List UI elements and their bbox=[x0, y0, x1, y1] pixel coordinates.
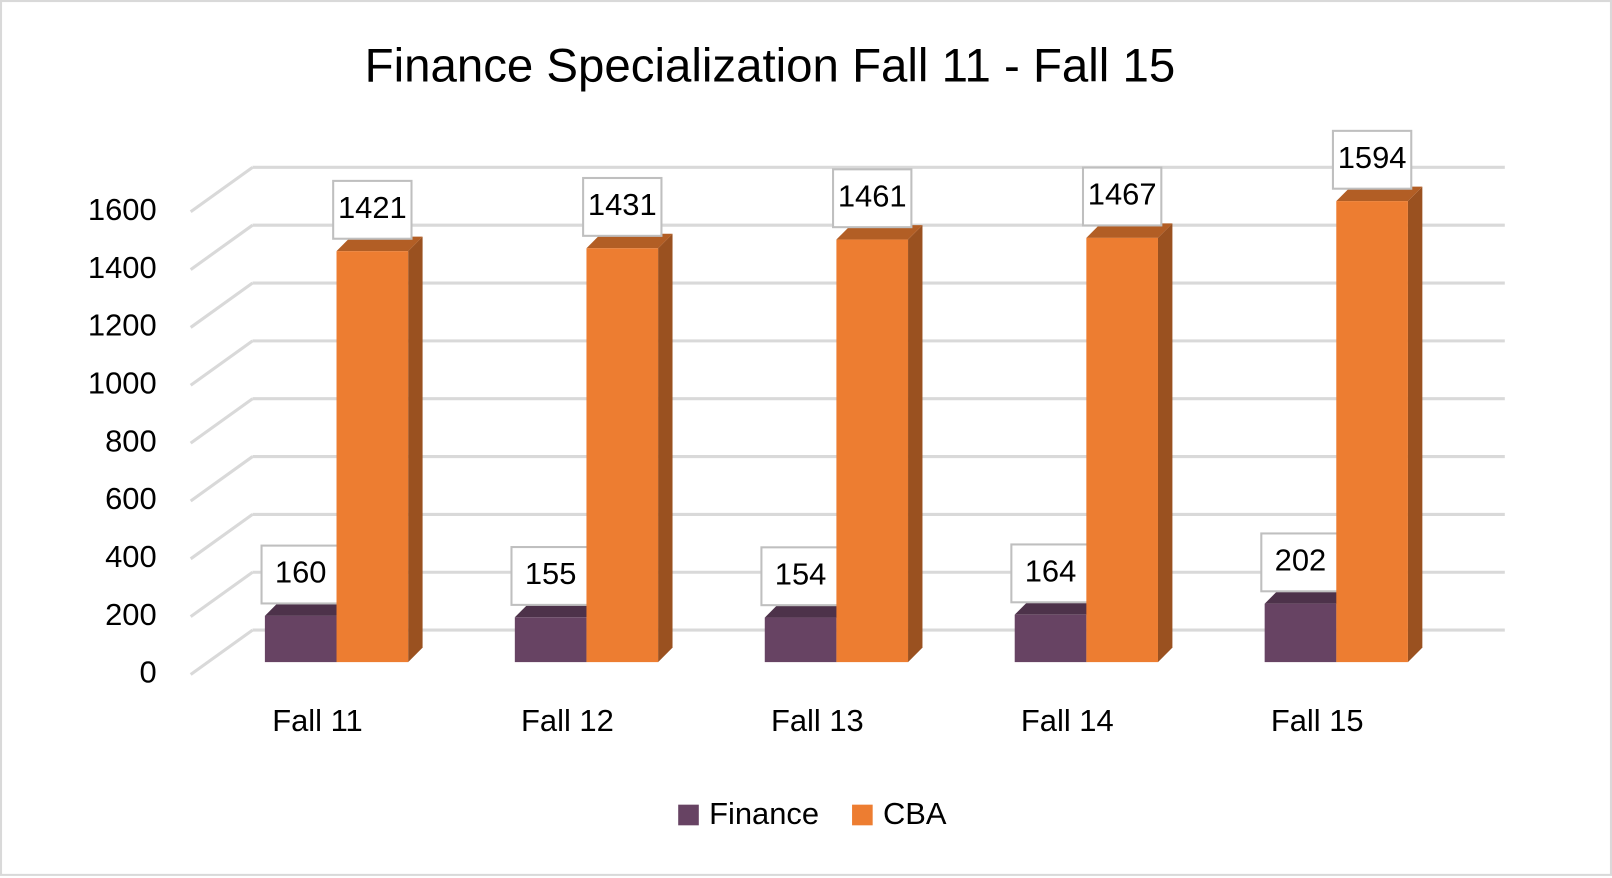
bar-top bbox=[836, 225, 923, 240]
data-label: 160 bbox=[275, 555, 327, 590]
y-tick-label: 800 bbox=[105, 423, 157, 458]
bar bbox=[836, 239, 909, 663]
data-label: 1467 bbox=[1088, 177, 1157, 212]
data-label-box bbox=[1081, 166, 1163, 227]
side-grid-line bbox=[189, 397, 254, 445]
side-grid-line bbox=[189, 455, 254, 503]
bar-side bbox=[658, 233, 673, 663]
chart-title: Finance Specialization Fall 11 - Fall 15 bbox=[365, 40, 1176, 93]
y-tick-label: 1200 bbox=[88, 308, 157, 343]
x-tick-label: Fall 15 bbox=[1271, 703, 1364, 738]
bar-side bbox=[408, 236, 423, 663]
data-label: 1421 bbox=[338, 190, 407, 225]
side-grid-line bbox=[189, 570, 254, 618]
data-label-box bbox=[832, 168, 913, 229]
data-label-box bbox=[1331, 129, 1413, 190]
bar bbox=[264, 615, 337, 663]
plot-area: 0 200 400 600 800 1000 1200 1400 1600 Fall 11 160 1… bbox=[88, 129, 1505, 738]
bar bbox=[514, 617, 587, 663]
bar bbox=[1336, 201, 1408, 663]
data-label-box bbox=[760, 546, 841, 607]
data-label: 1431 bbox=[588, 187, 657, 222]
bar-top bbox=[1336, 186, 1423, 202]
data-label-box bbox=[510, 546, 591, 606]
data-label: 202 bbox=[1275, 543, 1327, 578]
data-label: 154 bbox=[775, 556, 827, 591]
bar-top bbox=[764, 603, 851, 618]
x-tick-label: Fall 13 bbox=[771, 703, 864, 738]
data-label: 1594 bbox=[1338, 140, 1407, 175]
y-tick-label: 200 bbox=[105, 597, 157, 632]
data-label-box bbox=[260, 544, 341, 605]
data-label: 1461 bbox=[838, 178, 907, 213]
data-label-box bbox=[1010, 543, 1091, 604]
bar-top bbox=[1014, 600, 1101, 615]
x-tick-label: Fall 12 bbox=[521, 703, 614, 738]
side-grid-line bbox=[189, 339, 254, 387]
legend-swatch bbox=[852, 804, 873, 826]
x-tick-label: Fall 14 bbox=[1021, 703, 1114, 738]
y-tick-label: 600 bbox=[105, 481, 157, 516]
legend: Finance CBA bbox=[678, 796, 947, 831]
y-tick-label: 1000 bbox=[88, 365, 157, 400]
side-grid-line bbox=[189, 223, 254, 271]
data-label: 155 bbox=[525, 556, 577, 591]
y-tick-label: 400 bbox=[105, 539, 157, 574]
bar-top bbox=[586, 233, 673, 249]
y-tick-label: 0 bbox=[139, 655, 156, 690]
data-label-box bbox=[332, 179, 413, 240]
side-grid-line bbox=[189, 513, 254, 561]
y-tick-label: 1600 bbox=[88, 192, 157, 227]
bar bbox=[586, 248, 659, 663]
legend-swatch bbox=[678, 804, 699, 826]
bar bbox=[764, 617, 837, 663]
bar bbox=[1086, 237, 1158, 663]
bar-top bbox=[264, 601, 351, 616]
bar-top bbox=[336, 236, 423, 252]
side-grid-line bbox=[189, 281, 254, 329]
bar bbox=[1264, 603, 1337, 663]
legend-label: CBA bbox=[883, 796, 947, 831]
bar-side bbox=[1407, 186, 1423, 663]
bar bbox=[1014, 614, 1087, 663]
side-grid-line bbox=[189, 628, 254, 676]
side-grid-line bbox=[189, 166, 254, 214]
bar-side bbox=[908, 225, 923, 663]
legend-label: Finance bbox=[709, 796, 819, 831]
data-label: 164 bbox=[1025, 554, 1077, 589]
y-tick-label: 1400 bbox=[88, 250, 157, 285]
bar-side bbox=[1157, 223, 1173, 663]
bar-top bbox=[514, 602, 601, 618]
x-tick-label: Fall 11 bbox=[272, 703, 362, 738]
data-label-box bbox=[582, 176, 663, 237]
bar-top bbox=[1086, 223, 1173, 238]
bar bbox=[336, 251, 409, 663]
bar-top bbox=[1264, 589, 1351, 604]
